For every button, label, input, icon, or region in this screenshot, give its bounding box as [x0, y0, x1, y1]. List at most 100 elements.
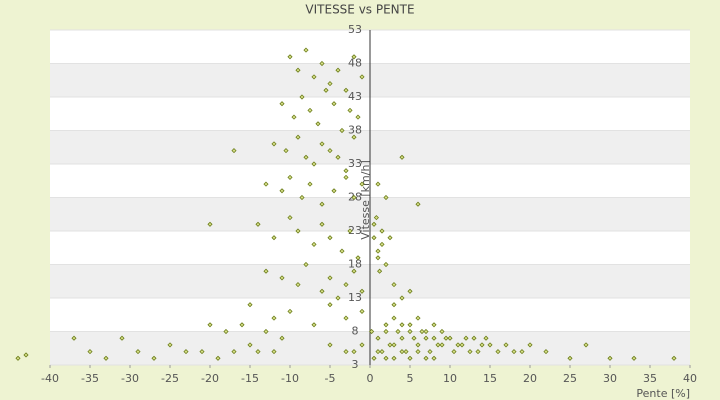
point [451, 349, 457, 355]
point [411, 335, 417, 341]
point [327, 302, 333, 308]
point [279, 335, 285, 341]
point [307, 107, 313, 113]
point [287, 308, 293, 314]
point [371, 221, 377, 227]
point [403, 349, 409, 355]
x-tick-label: 5 [407, 372, 414, 385]
point [327, 275, 333, 281]
point [407, 288, 413, 294]
y-tick-label: 33 [348, 157, 362, 170]
point [343, 315, 349, 321]
x-tick-label: -15 [241, 372, 259, 385]
point [375, 335, 381, 341]
point [295, 67, 301, 73]
point [583, 342, 589, 348]
point [383, 328, 389, 335]
point [495, 349, 501, 355]
point [399, 154, 405, 160]
point [375, 181, 381, 187]
point [207, 322, 213, 328]
point [343, 174, 349, 180]
point [319, 221, 325, 227]
point [383, 355, 389, 361]
point [431, 355, 437, 361]
point [351, 349, 357, 355]
point [391, 302, 397, 308]
point [371, 355, 377, 361]
point [399, 349, 405, 355]
point [151, 355, 157, 361]
x-tick-label: 0 [367, 372, 374, 385]
point [471, 335, 477, 341]
point [415, 201, 421, 207]
point [343, 282, 349, 288]
point [369, 328, 375, 335]
point [103, 355, 109, 361]
point [631, 355, 637, 361]
point [331, 101, 337, 107]
point [299, 194, 305, 201]
point [303, 154, 309, 160]
point [379, 349, 385, 355]
x-tick-label: 25 [563, 372, 577, 385]
point [291, 114, 297, 120]
point [463, 335, 469, 341]
point [671, 355, 677, 361]
point [319, 201, 325, 207]
point [407, 355, 413, 361]
point [283, 148, 289, 154]
y-tick-label: 53 [348, 23, 362, 36]
point [319, 60, 325, 67]
point [311, 322, 317, 328]
point [335, 295, 341, 301]
point [207, 221, 213, 227]
point [503, 342, 509, 348]
point [319, 288, 325, 294]
point [339, 248, 345, 254]
point [223, 328, 229, 335]
point [459, 342, 465, 348]
point [359, 308, 365, 314]
x-tick-label: 10 [443, 372, 457, 385]
point [135, 349, 141, 355]
point [375, 255, 381, 261]
point [391, 315, 397, 321]
point [415, 342, 421, 348]
point [455, 342, 461, 348]
point [399, 295, 405, 301]
point [415, 349, 421, 355]
point [71, 335, 77, 341]
y-tick-label: 13 [348, 291, 362, 304]
x-tick-label: -10 [281, 372, 299, 385]
point [351, 194, 357, 201]
point [315, 121, 321, 127]
point [263, 268, 269, 274]
x-tick-label: 20 [523, 372, 537, 385]
point [183, 349, 189, 355]
point [395, 328, 401, 335]
point [519, 349, 525, 355]
point [383, 194, 389, 201]
point [255, 349, 261, 355]
point [331, 188, 337, 194]
y-tick-label: 8 [352, 325, 359, 338]
point [359, 288, 365, 294]
y-tick-label: 38 [348, 124, 362, 137]
point [311, 161, 317, 167]
x-tick-label: -40 [41, 372, 59, 385]
point [327, 235, 333, 241]
x-tick-label: 30 [603, 372, 617, 385]
point [377, 268, 383, 274]
point [303, 47, 309, 53]
point [419, 328, 425, 335]
point [391, 355, 397, 361]
point [271, 235, 277, 241]
point [371, 235, 377, 241]
point [311, 241, 317, 247]
point [427, 349, 433, 355]
y-tick-label: 18 [348, 258, 362, 271]
x-tick-label: -5 [325, 372, 336, 385]
y-axis-label: Vitesse [km/h] [359, 160, 372, 240]
point [383, 261, 389, 268]
